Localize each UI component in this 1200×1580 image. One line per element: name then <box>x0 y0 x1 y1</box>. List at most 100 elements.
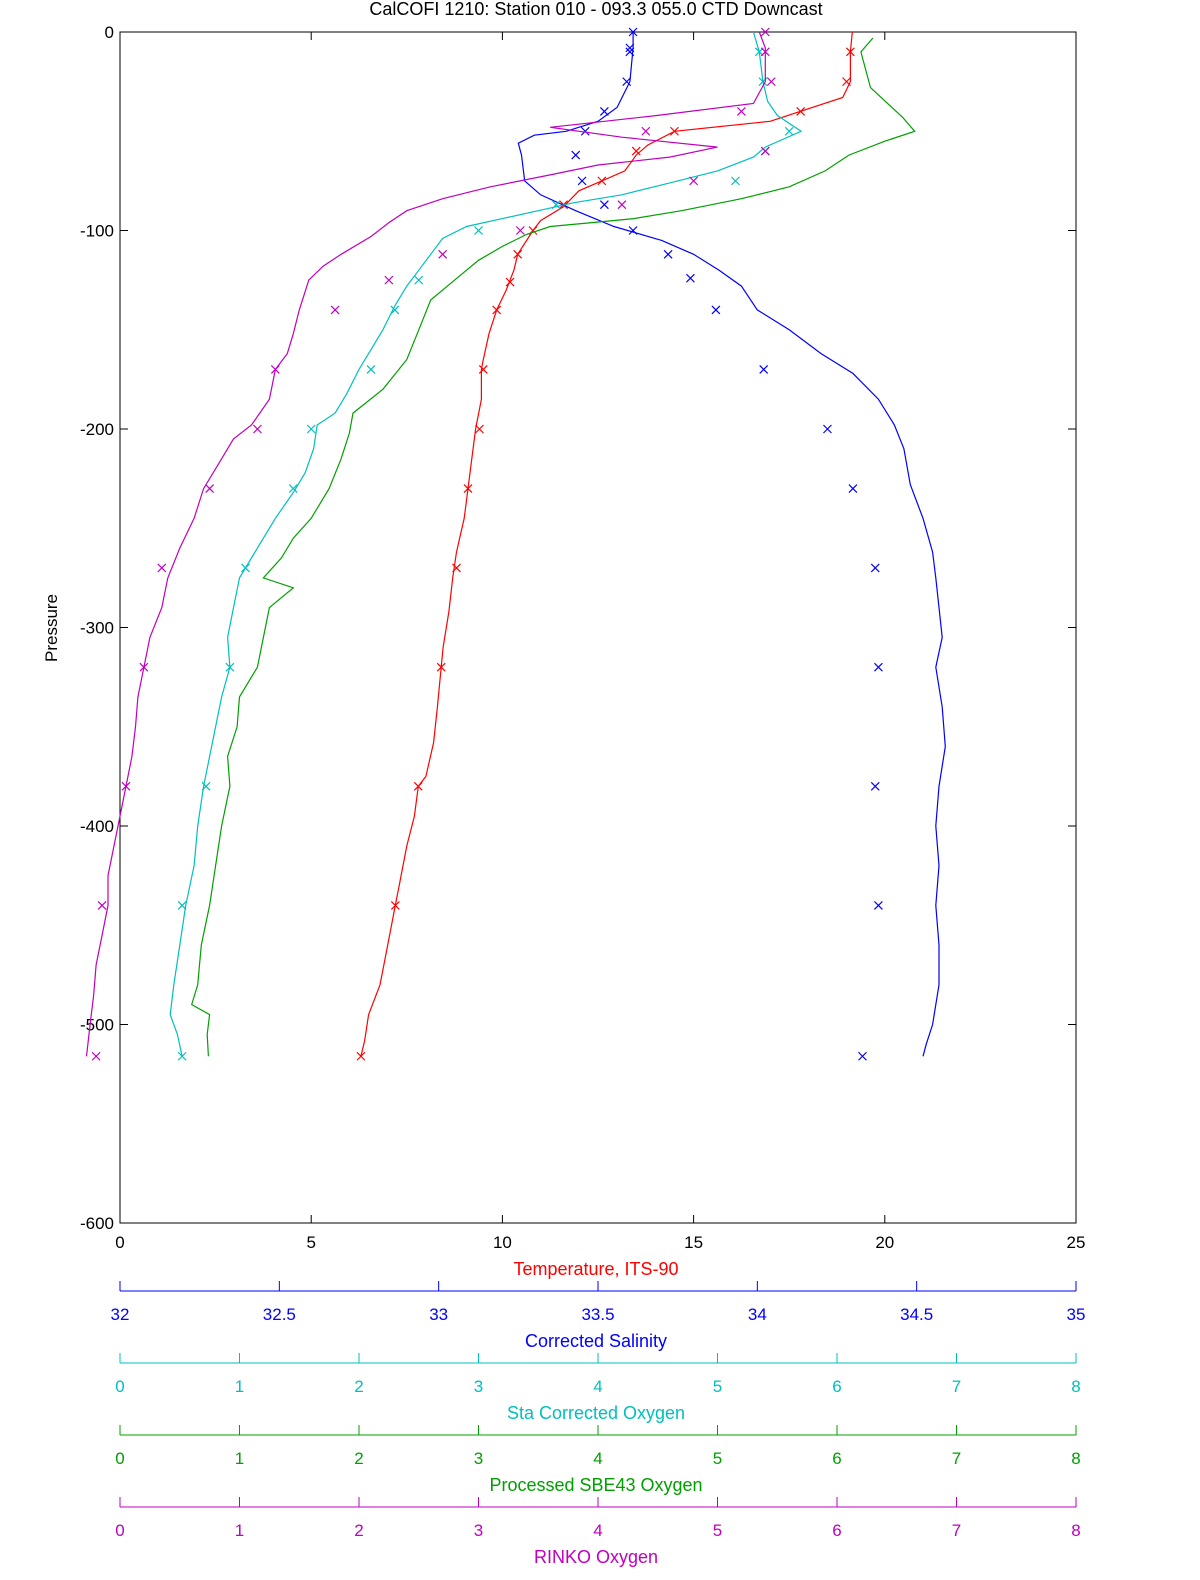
x-tick-label: 3 <box>474 1377 483 1396</box>
x-tick-label: 33.5 <box>581 1305 614 1324</box>
x-tick-label: 4 <box>593 1449 602 1468</box>
data-point-marker <box>628 226 638 235</box>
data-point-marker <box>760 47 770 57</box>
series-line-rinko_oxygen <box>85 31 766 1057</box>
x-tick-label: 25 <box>1067 1233 1086 1252</box>
data-point-marker <box>177 900 187 910</box>
x-tick-label: 8 <box>1071 1521 1080 1540</box>
chart-title: CalCOFI 1210: Station 010 - 093.3 055.0 … <box>369 0 822 19</box>
data-point-marker <box>641 126 651 136</box>
x-tick-label: 32 <box>111 1305 130 1324</box>
data-point-marker <box>848 484 858 493</box>
data-point-marker <box>689 176 699 186</box>
data-point-marker <box>685 273 695 283</box>
data-point-marker <box>390 900 400 910</box>
y-tick-label: 0 <box>105 23 114 42</box>
data-point-marker <box>436 662 446 672</box>
data-point-marker <box>414 275 424 285</box>
x-tick-label: 8 <box>1071 1449 1080 1468</box>
data-point-marker <box>711 305 721 315</box>
y-tick-label: -200 <box>80 420 114 439</box>
data-point-marker <box>121 781 131 791</box>
data-point-marker <box>241 563 250 573</box>
data-point-marker <box>475 424 484 434</box>
x-tick-label: 34.5 <box>900 1305 933 1324</box>
data-point-marker <box>599 200 609 210</box>
data-point-marker <box>551 200 561 210</box>
data-point-marker <box>874 662 883 672</box>
data-point-marker <box>842 77 851 87</box>
y-axis-label: Pressure <box>42 594 61 662</box>
data-point-marker <box>597 176 607 186</box>
data-point-marker <box>413 781 423 791</box>
data-point-marker <box>452 563 461 573</box>
data-point-marker <box>438 249 448 259</box>
x-tick-label: 2 <box>354 1377 363 1396</box>
x-tick-label: 35 <box>1067 1305 1086 1324</box>
data-point-marker <box>157 563 167 573</box>
data-point-marker <box>205 484 215 493</box>
x-tick-label: 0 <box>115 1449 124 1468</box>
data-point-marker <box>625 47 635 57</box>
y-axis: 0 -100 -200 -300 -400 -500 -600 <box>80 23 1076 1233</box>
x-tick-label: 0 <box>115 1233 124 1252</box>
data-point-marker <box>731 176 740 186</box>
x-tick-label: 15 <box>684 1233 703 1252</box>
data-point-marker <box>571 150 581 160</box>
y-tick-label: -600 <box>80 1214 114 1233</box>
y-tick-label: -500 <box>80 1016 114 1035</box>
data-point-marker <box>91 1051 101 1061</box>
data-point-marker <box>463 484 473 493</box>
data-point-marker <box>513 249 523 259</box>
x-tick-label: 3 <box>474 1449 483 1468</box>
x-tick-label: 10 <box>493 1233 512 1252</box>
data-point-marker <box>288 484 298 493</box>
series-line-salinity <box>517 32 946 1057</box>
data-point-marker <box>874 900 883 910</box>
x-axis-label-salinity: Corrected Salinity <box>525 1331 667 1351</box>
data-point-marker <box>225 662 235 672</box>
data-point-marker <box>580 126 590 136</box>
x-axis-temperature: 0 5 10 15 20 25 Temperature, ITS-90 <box>115 32 1085 1279</box>
data-point-marker <box>505 277 515 287</box>
y-tick-label: -300 <box>80 619 114 638</box>
x-axis-rinko_oxygen: 0 1 2 3 4 5 6 7 8 RINKO Oxygen <box>115 1497 1081 1567</box>
data-point-marker <box>766 77 776 87</box>
x-tick-label: 33 <box>429 1305 448 1324</box>
x-tick-label: 1 <box>235 1521 244 1540</box>
series-rinko_oxygen <box>85 27 776 1061</box>
data-point-marker <box>870 563 880 573</box>
x-tick-label: 0 <box>115 1377 124 1396</box>
data-point-marker <box>139 662 149 672</box>
x-tick-label: 7 <box>952 1377 961 1396</box>
x-axis-sta_oxygen: 0 1 2 3 4 5 6 7 8 Sta Corrected Oxygen <box>115 1353 1081 1423</box>
x-tick-label: 8 <box>1071 1377 1080 1396</box>
data-point-marker <box>253 424 262 434</box>
data-point-marker <box>759 365 769 374</box>
data-point-marker <box>201 781 211 791</box>
data-point-marker <box>625 43 635 53</box>
data-point-marker <box>356 1051 366 1061</box>
data-point-marker <box>599 106 609 116</box>
x-tick-label: 5 <box>713 1377 722 1396</box>
series-line-sta_oxygen <box>169 31 803 1057</box>
x-tick-label: 5 <box>713 1449 722 1468</box>
series-sbe43_oxygen <box>190 37 916 1057</box>
data-point-marker <box>270 365 280 374</box>
x-tick-label: 6 <box>832 1521 841 1540</box>
data-point-marker <box>631 146 641 156</box>
x-tick-label: 20 <box>875 1233 894 1252</box>
data-point-marker <box>474 226 483 235</box>
data-point-marker <box>306 424 316 434</box>
x-tick-label: 7 <box>952 1521 961 1540</box>
x-axis-label-sbe43_oxygen: Processed SBE43 Oxygen <box>489 1475 702 1495</box>
data-point-marker <box>577 176 587 186</box>
x-tick-label: 2 <box>354 1449 363 1468</box>
data-point-marker <box>870 781 880 791</box>
data-point-marker <box>478 365 488 374</box>
data-point-marker <box>177 1051 187 1061</box>
x-tick-label: 7 <box>952 1449 961 1468</box>
